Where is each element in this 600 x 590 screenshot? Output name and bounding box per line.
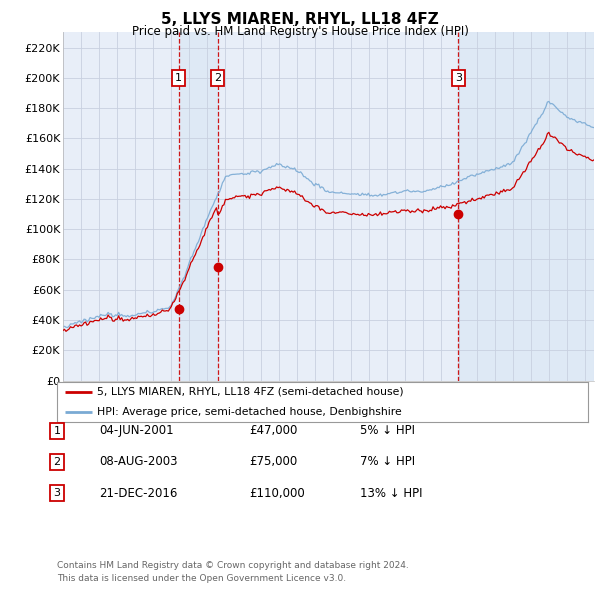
Text: 13% ↓ HPI: 13% ↓ HPI [360,487,422,500]
Text: 2: 2 [53,457,61,467]
Text: 08-AUG-2003: 08-AUG-2003 [99,455,178,468]
Text: Price paid vs. HM Land Registry's House Price Index (HPI): Price paid vs. HM Land Registry's House … [131,25,469,38]
Text: 21-DEC-2016: 21-DEC-2016 [99,487,178,500]
Text: 1: 1 [53,426,61,435]
Text: 5, LLYS MIAREN, RHYL, LL18 4FZ: 5, LLYS MIAREN, RHYL, LL18 4FZ [161,12,439,27]
Text: HPI: Average price, semi-detached house, Denbighshire: HPI: Average price, semi-detached house,… [97,407,401,417]
Text: 3: 3 [53,489,61,498]
Text: 3: 3 [455,73,462,83]
Text: Contains HM Land Registry data © Crown copyright and database right 2024.
This d: Contains HM Land Registry data © Crown c… [57,562,409,583]
Text: 1: 1 [175,73,182,83]
Text: £47,000: £47,000 [249,424,298,437]
Bar [458,32,594,381]
Text: 5% ↓ HPI: 5% ↓ HPI [360,424,415,437]
Bar [179,32,218,381]
Text: £110,000: £110,000 [249,487,305,500]
Text: £75,000: £75,000 [249,455,297,468]
Text: 2: 2 [214,73,221,83]
Text: 7% ↓ HPI: 7% ↓ HPI [360,455,415,468]
Text: 5, LLYS MIAREN, RHYL, LL18 4FZ (semi-detached house): 5, LLYS MIAREN, RHYL, LL18 4FZ (semi-det… [97,387,403,396]
Text: 04-JUN-2001: 04-JUN-2001 [99,424,173,437]
